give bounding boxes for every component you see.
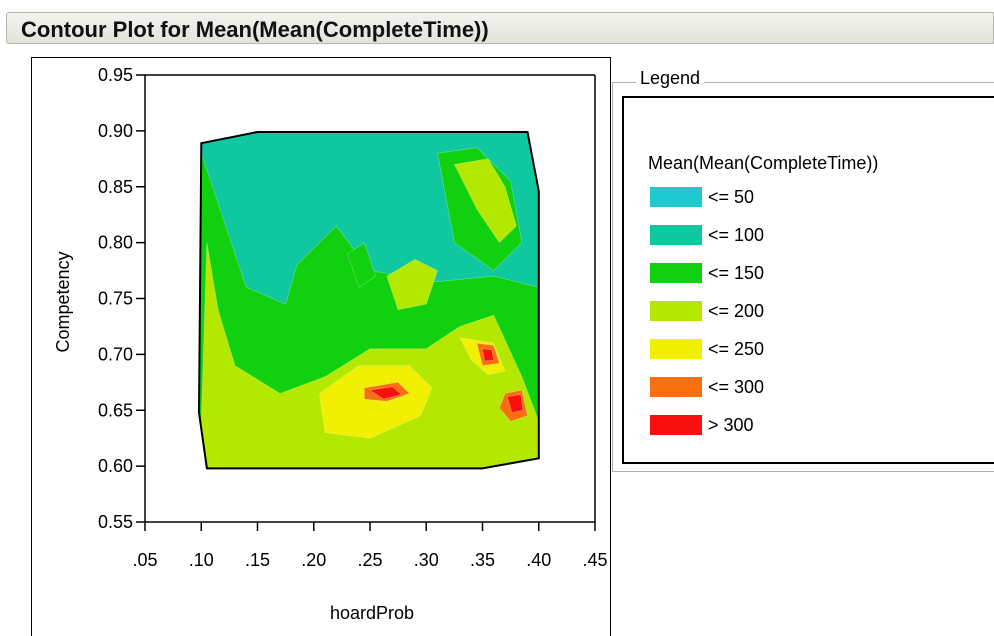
legend-label: <= 150 xyxy=(708,262,765,283)
data-boundary xyxy=(197,131,540,470)
chart-title: Contour Plot for Mean(Mean(CompleteTime)… xyxy=(21,17,489,42)
legend-swatch xyxy=(650,225,702,245)
legend-label: <= 200 xyxy=(708,300,765,321)
axes-layer: 0.55 0.60 0.65 0.70 0.75 0.80 0.85 0.90 0.95 .05.… xyxy=(98,65,608,570)
x-tick-label: .40 xyxy=(526,550,551,570)
y-tick-label: 0.90 xyxy=(98,121,133,141)
contour-region-15 xyxy=(506,394,524,413)
x-tick-label: .45 xyxy=(582,550,607,570)
y-tick-label: 0.75 xyxy=(98,289,133,309)
y-tick-label: 0.60 xyxy=(98,456,133,476)
plot-frame xyxy=(31,57,611,636)
legend-swatch xyxy=(650,339,702,359)
contour-region-4 xyxy=(347,242,376,288)
legend-item: <= 300 xyxy=(650,374,764,400)
x-tick-label: .05 xyxy=(132,550,157,570)
legend-caption: Legend xyxy=(636,68,705,89)
legend-item: <= 50 xyxy=(650,184,754,210)
legend-swatch xyxy=(650,415,702,435)
contour-region-6 xyxy=(453,158,517,244)
legend-label: <= 50 xyxy=(708,186,755,207)
y-tick-label: 0.70 xyxy=(98,344,133,364)
legend-frame xyxy=(612,82,994,472)
y-tick-label: 0.55 xyxy=(98,512,133,532)
x-tick-label: .25 xyxy=(357,550,382,570)
x-tick-label: .15 xyxy=(245,550,270,570)
x-tick-label: .35 xyxy=(470,550,495,570)
legend-swatch xyxy=(650,301,702,321)
legend-label: <= 300 xyxy=(708,376,765,397)
contour-layer xyxy=(197,131,540,470)
contour-region-10 xyxy=(319,365,433,439)
legend-item: > 300 xyxy=(650,412,754,438)
legend-swatch xyxy=(650,377,702,397)
x-tick-label: .20 xyxy=(301,550,326,570)
y-tick-label: 0.85 xyxy=(98,177,133,197)
contour-region-7 xyxy=(386,259,438,311)
y-tick-label: 0.65 xyxy=(98,400,133,420)
y-axis-label: Competency xyxy=(53,251,73,352)
legend-label: <= 250 xyxy=(708,338,765,359)
x-axis-label: hoardProb xyxy=(330,603,414,623)
legend-item: <= 150 xyxy=(650,260,764,286)
legend-label: > 300 xyxy=(708,414,754,435)
legend-swatch xyxy=(650,263,702,283)
contour-region-14 xyxy=(369,386,403,400)
legend-item: <= 100 xyxy=(650,222,764,248)
legend-swatch xyxy=(650,187,702,207)
chart-title-bar: Contour Plot for Mean(Mean(CompleteTime)… xyxy=(6,12,994,44)
legend-item: <= 250 xyxy=(650,336,764,362)
legend-label: <= 100 xyxy=(708,224,765,245)
x-tick-label: .10 xyxy=(189,550,214,570)
legend-item: <= 200 xyxy=(650,298,764,324)
y-tick-label: 0.80 xyxy=(98,233,133,253)
x-tick-label: .30 xyxy=(414,550,439,570)
legend-title: Mean(Mean(CompleteTime)) xyxy=(648,153,879,173)
y-tick-label: 0.95 xyxy=(98,65,133,85)
contour-region-16 xyxy=(482,348,495,362)
